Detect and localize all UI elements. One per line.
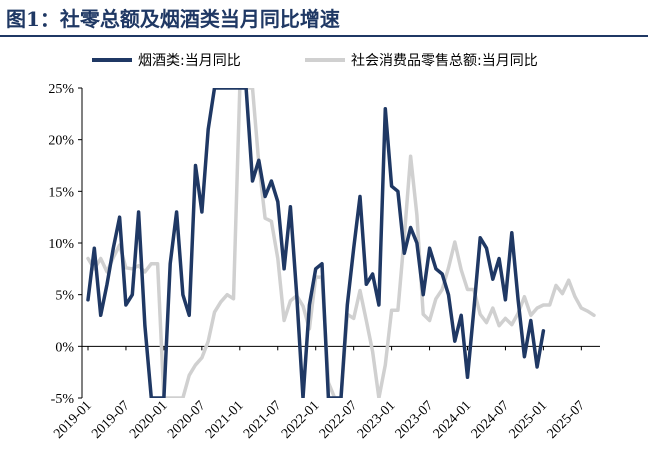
legend: 烟酒类:当月同比 社会消费品零售总额:当月同比 [92,53,538,69]
y-tick-label: 20% [48,134,74,149]
chart-title: 图1：社零总额及烟酒类当月同比增速 [6,7,340,31]
plot-area [86,88,596,398]
x-tick-label: 2023-07 [393,398,437,442]
y-tick-label: 0% [55,340,74,355]
series-line-tobacco-alcohol [86,88,546,398]
axes: 25%20%15%10%5%0%-5%2019-012019-072020-01… [48,82,600,442]
x-tick-label: 2019-07 [89,398,133,442]
x-tick-label: 2025-07 [545,398,589,442]
x-tick-label: 2024-01 [431,398,475,442]
series-line-retail-sales [86,88,596,398]
x-tick-label: 2020-07 [165,398,209,442]
y-tick-label: 15% [48,185,74,200]
y-tick-label: 10% [48,237,74,252]
title-rule [0,35,648,37]
x-tick-label: 2020-01 [127,398,171,442]
x-tick-label: 2021-01 [203,398,247,442]
x-tick-label: 2024-07 [469,398,513,442]
y-tick-label: -5% [51,392,75,407]
x-tick-label: 2025-01 [507,398,551,442]
legend-label: 烟酒类:当月同比 [138,53,241,69]
x-tick-label: 2021-07 [241,398,285,442]
x-tick-label: 2022-07 [317,398,361,442]
y-tick-label: 25% [48,82,74,97]
title-bar: 图1：社零总额及烟酒类当月同比增速 [0,0,648,37]
x-tick-label: 2022-01 [279,398,323,442]
legend-label: 社会消费品零售总额:当月同比 [351,53,538,69]
x-tick-label: 2023-01 [355,398,399,442]
y-tick-label: 5% [55,289,74,304]
